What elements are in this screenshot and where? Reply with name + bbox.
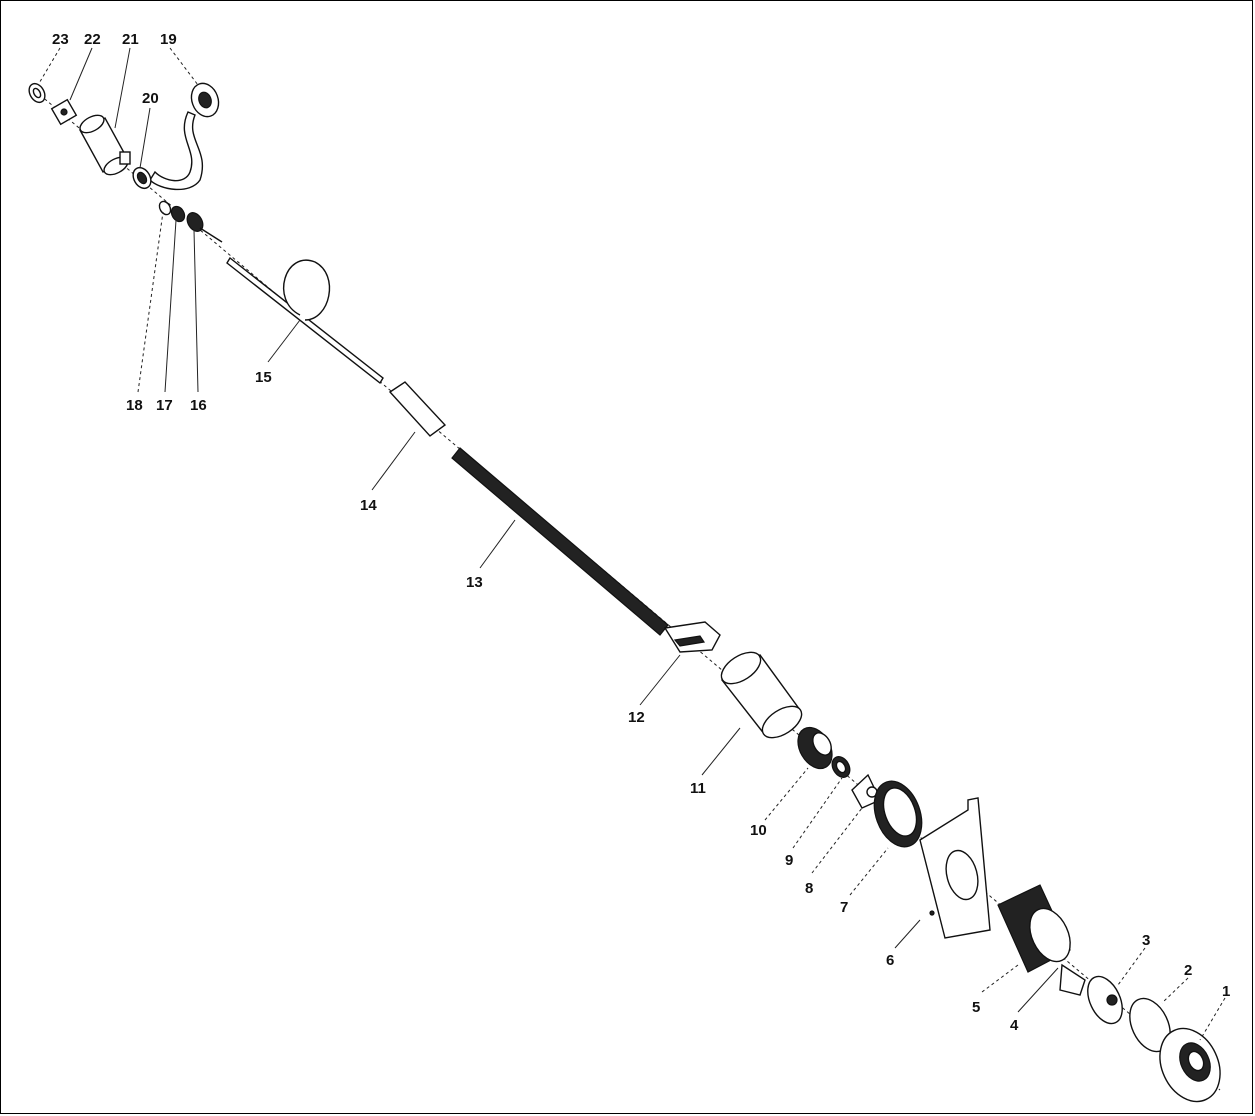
- callout-7: 7: [840, 899, 848, 916]
- callout-10: 10: [750, 822, 767, 839]
- part-3-disc: [1087, 975, 1123, 1025]
- part-14-tube: [388, 381, 447, 437]
- part-1-end-cap: [1159, 1027, 1221, 1103]
- part-5-body: [997, 884, 1071, 973]
- callout-13: 13: [466, 574, 483, 591]
- callout-5: 5: [972, 999, 980, 1016]
- part-8-bushing: [851, 773, 881, 809]
- callout-19: 19: [160, 31, 177, 48]
- part-12-clip: [663, 621, 721, 653]
- callout-22: 22: [84, 31, 101, 48]
- part-20-ring: [132, 166, 152, 190]
- callout-labels: 23 22 21 19 20 18 17 16 15 14 13 12 11 1…: [52, 31, 1230, 1034]
- callout-1: 1: [1222, 983, 1230, 1000]
- part-4-clip: [1059, 963, 1086, 996]
- part-23-cap: [28, 82, 46, 104]
- part-11-cylinder: [720, 651, 803, 739]
- callout-11: 11: [690, 780, 706, 797]
- callout-12: 12: [628, 709, 645, 726]
- callout-15: 15: [255, 369, 272, 386]
- part-21-sleeve: [79, 114, 131, 176]
- callout-23: 23: [52, 31, 69, 48]
- part-17-oring: [170, 205, 186, 223]
- part-15-probe: [226, 256, 384, 385]
- callout-20: 20: [142, 90, 159, 107]
- callout-18: 18: [126, 397, 143, 414]
- callout-3: 3: [1142, 932, 1150, 949]
- part-16-fitting: [186, 212, 223, 243]
- callout-21: 21: [122, 31, 139, 48]
- callout-17: 17: [156, 397, 173, 414]
- part-7-flange-ring: [873, 780, 923, 848]
- callout-6: 6: [886, 952, 894, 969]
- callout-16: 16: [190, 397, 207, 414]
- part-13-coil: [451, 447, 669, 636]
- callout-4: 4: [1010, 1017, 1019, 1034]
- part-18-washer: [158, 200, 172, 216]
- callout-14: 14: [360, 497, 377, 514]
- callout-2: 2: [1184, 962, 1192, 979]
- part-22-nut: [50, 98, 78, 126]
- part-9-ring: [831, 756, 851, 778]
- part-6-bracket: [919, 797, 991, 939]
- callout-8: 8: [805, 880, 813, 897]
- leader-lines: [37, 47, 1226, 1041]
- part-19-connector-strap: [149, 82, 220, 191]
- part-10-nut: [797, 726, 833, 770]
- callout-9: 9: [785, 852, 793, 869]
